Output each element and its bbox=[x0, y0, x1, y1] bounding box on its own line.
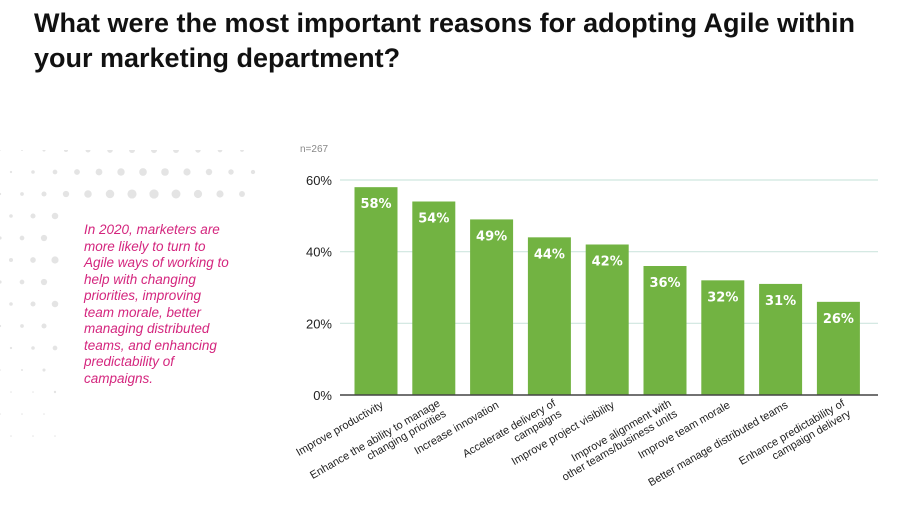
decor-dot bbox=[149, 189, 159, 199]
decor-dot bbox=[0, 413, 1, 415]
decor-dot bbox=[139, 168, 147, 176]
bar bbox=[759, 283, 803, 395]
decor-dot bbox=[128, 150, 136, 154]
decor-dot bbox=[9, 170, 13, 174]
decor-dot bbox=[10, 435, 12, 437]
decor-dot bbox=[41, 191, 47, 197]
data-label: 49% bbox=[476, 229, 507, 244]
decor-dot bbox=[173, 150, 179, 153]
decor-dot bbox=[40, 278, 48, 286]
bar bbox=[412, 201, 456, 395]
decor-dot bbox=[52, 169, 58, 175]
decor-dot bbox=[107, 150, 113, 153]
data-label: 44% bbox=[534, 247, 565, 262]
data-label: 42% bbox=[592, 255, 623, 270]
decor-dot bbox=[51, 300, 59, 308]
decor-dot bbox=[20, 192, 24, 196]
callout-text: In 2020, marketers are more likely to tu… bbox=[84, 222, 229, 386]
callout-box bbox=[62, 203, 257, 503]
decor-dot bbox=[42, 368, 46, 372]
x-tick-label-line: Enhance predictability of bbox=[737, 397, 848, 468]
decor-dot bbox=[20, 324, 24, 328]
decor-dot bbox=[195, 150, 201, 153]
decor-dot bbox=[9, 214, 13, 218]
decor-dot bbox=[51, 256, 59, 264]
y-tick-label: 40% bbox=[306, 245, 332, 260]
y-tick-label: 0% bbox=[313, 388, 332, 403]
decor-dot bbox=[0, 192, 2, 196]
decor-dot bbox=[205, 168, 213, 176]
decor-dot bbox=[9, 346, 13, 350]
x-tick-label: Enhance predictability ofcampaign delive… bbox=[737, 397, 854, 478]
decor-dot bbox=[217, 150, 223, 153]
page-title: What were the most important reasons for… bbox=[34, 8, 856, 73]
decor-dot bbox=[228, 169, 234, 175]
bar bbox=[701, 280, 745, 395]
decor-dot bbox=[84, 190, 92, 198]
decor-dot bbox=[32, 391, 34, 393]
decor-dot bbox=[31, 170, 35, 174]
decor-dot bbox=[30, 301, 36, 307]
decor-dot bbox=[10, 391, 12, 393]
bar bbox=[585, 244, 629, 395]
decor-dot bbox=[30, 213, 36, 219]
data-label: 36% bbox=[649, 276, 680, 291]
y-tick-label: 60% bbox=[306, 173, 332, 188]
decor-dot bbox=[74, 169, 80, 175]
decor-dot bbox=[41, 323, 47, 329]
decor-dot bbox=[42, 150, 46, 152]
decor-dot bbox=[240, 150, 244, 152]
y-tick-label: 20% bbox=[306, 316, 332, 331]
decor-dot bbox=[31, 346, 35, 350]
decor-dot bbox=[40, 234, 48, 242]
decor-dot bbox=[171, 189, 181, 199]
decor-dot bbox=[161, 168, 169, 176]
decor-dot bbox=[0, 369, 1, 371]
decor-dot bbox=[0, 236, 2, 240]
data-label: 31% bbox=[765, 294, 796, 309]
decor-dot bbox=[85, 150, 91, 153]
decor-dot bbox=[127, 189, 137, 199]
decor-dot bbox=[250, 169, 256, 175]
decor-dot bbox=[0, 150, 1, 151]
decor-dot bbox=[95, 168, 103, 176]
decor-dot bbox=[19, 235, 25, 241]
decor-dot bbox=[54, 435, 56, 437]
decor-dot bbox=[150, 150, 158, 154]
decor-dot bbox=[21, 413, 23, 415]
decor-dot bbox=[62, 190, 70, 198]
bar bbox=[354, 187, 398, 395]
bar bbox=[643, 266, 687, 395]
decor-dot bbox=[51, 212, 59, 220]
bar bbox=[816, 301, 860, 395]
decor-dot bbox=[117, 168, 125, 176]
decor-dot bbox=[43, 413, 45, 415]
bar bbox=[470, 219, 514, 395]
decor-dot bbox=[183, 168, 191, 176]
data-label: 54% bbox=[418, 212, 449, 227]
sample-size-note: n=267 bbox=[300, 144, 329, 155]
data-label: 32% bbox=[707, 290, 738, 305]
decor-dot bbox=[19, 279, 25, 285]
decor-dot bbox=[239, 191, 245, 197]
data-label: 26% bbox=[823, 312, 854, 327]
data-label: 58% bbox=[360, 197, 391, 212]
decor-dot bbox=[32, 435, 34, 437]
x-tick-label-line: Improve alignment with bbox=[570, 397, 674, 464]
decor-dot bbox=[0, 280, 2, 284]
decor-dot bbox=[0, 324, 2, 328]
decor-dot bbox=[63, 150, 69, 153]
decor-dot bbox=[52, 345, 58, 351]
decor-dot bbox=[21, 369, 23, 371]
bar bbox=[527, 237, 571, 395]
decor-dot bbox=[30, 257, 36, 263]
decor-dot bbox=[193, 189, 203, 199]
decor-dot bbox=[8, 257, 14, 263]
decor-dot bbox=[105, 189, 115, 199]
decor-dot bbox=[21, 150, 23, 151]
decor-dot bbox=[216, 190, 224, 198]
decor-dot bbox=[9, 302, 13, 306]
decor-dot bbox=[53, 390, 57, 394]
